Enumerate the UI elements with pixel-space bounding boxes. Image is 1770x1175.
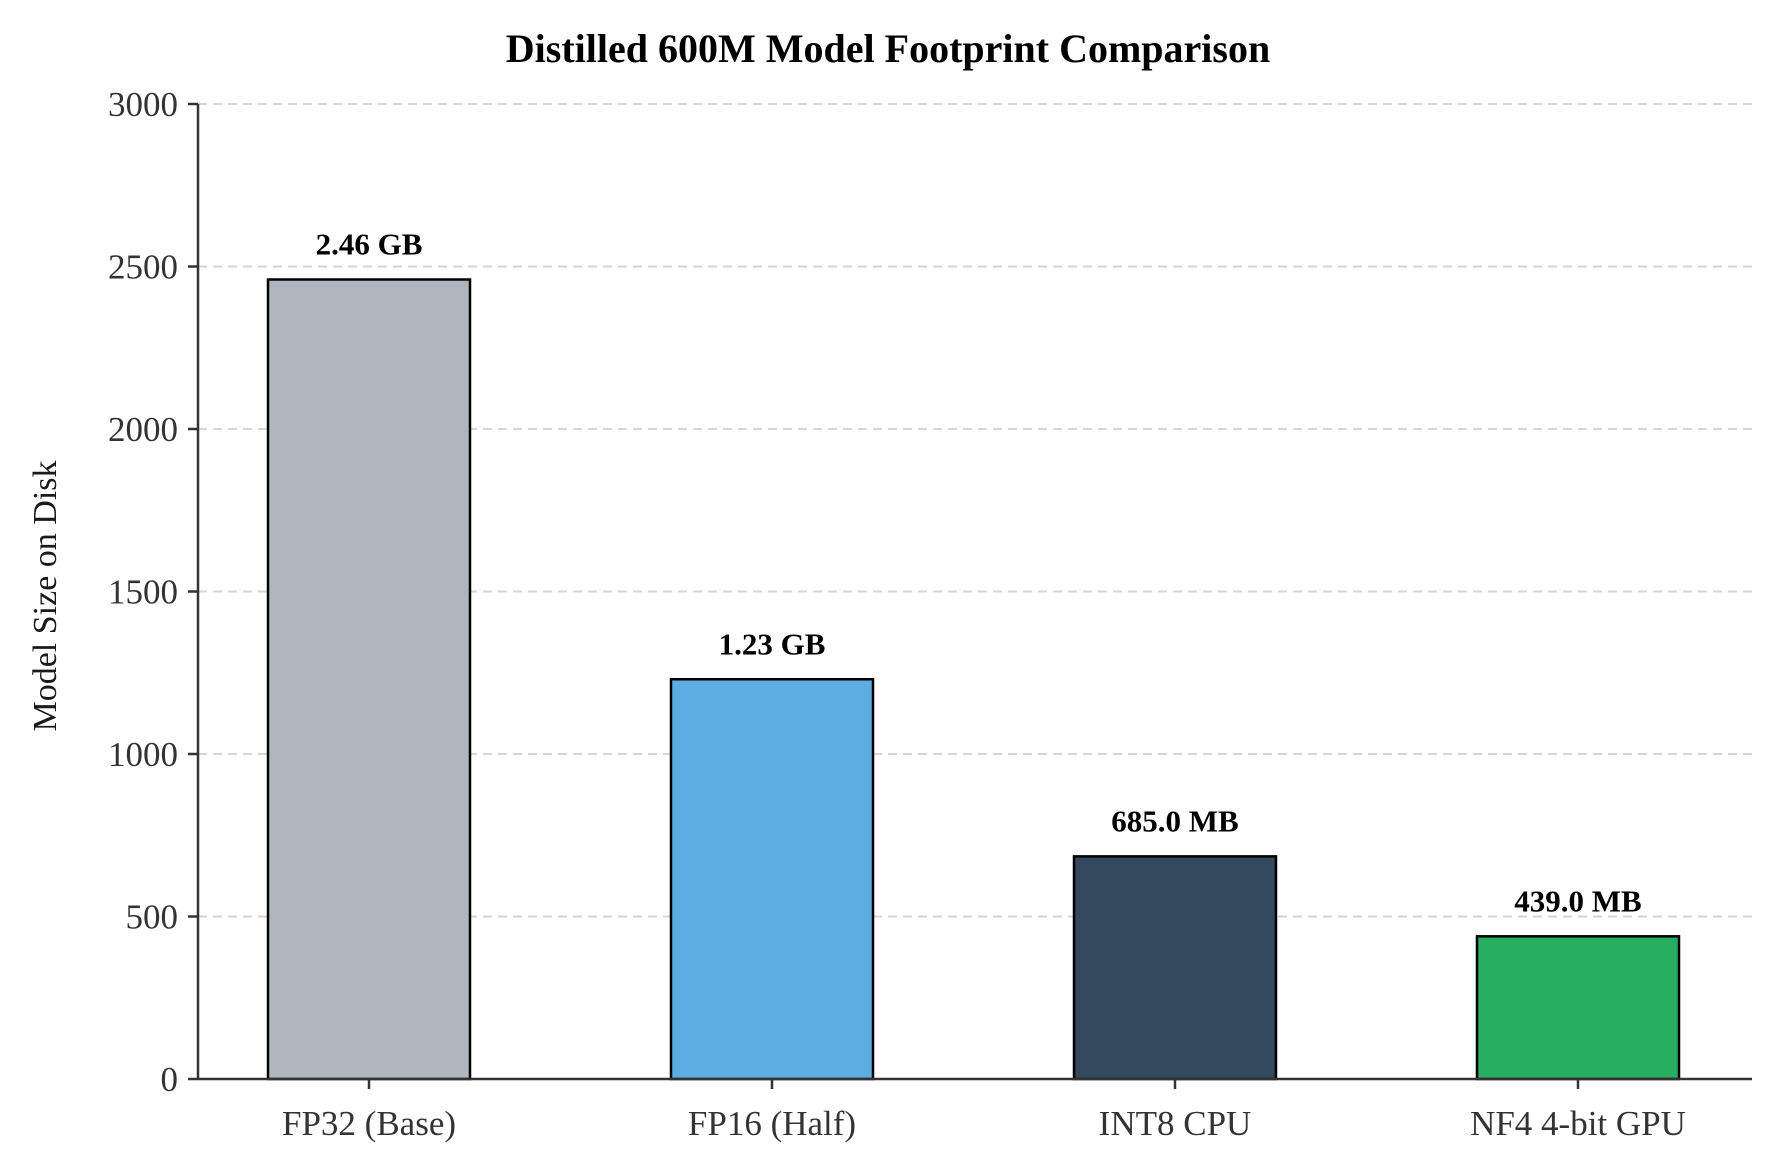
x-tick-label: FP16 (Half): [688, 1104, 856, 1143]
x-tick-label: FP32 (Base): [282, 1104, 456, 1143]
bar: [1475, 935, 1681, 1081]
y-tick-label: 1500: [108, 573, 178, 612]
x-tick-label: INT8 CPU: [1099, 1104, 1252, 1143]
y-tick-label: 3000: [108, 85, 178, 124]
bar: [266, 278, 472, 1081]
y-tick-label: 2500: [108, 248, 178, 287]
y-tick-label: 500: [126, 898, 179, 937]
data-labels: 2.46 GB 1.23 GB 685.0 MB 439.0 MB: [316, 227, 1642, 919]
bar-value-label: 2.46 GB: [316, 227, 423, 262]
bar: [1072, 855, 1278, 1081]
bar-value-label: 1.23 GB: [719, 626, 826, 661]
bar: [669, 678, 875, 1081]
y-tick-label: 0: [161, 1060, 179, 1099]
bar-value-label: 439.0 MB: [1514, 883, 1641, 918]
chart-title: Distilled 600M Model Footprint Compariso…: [506, 26, 1270, 71]
axes: 0 500 1000 1500 2000 2500 3000 FP32 (Base) FP16 …: [108, 85, 1752, 1143]
y-tick-label: 2000: [108, 410, 178, 449]
x-tick-label: NF4 4-bit GPU: [1470, 1104, 1686, 1143]
y-tick-label: 1000: [108, 735, 178, 774]
bars: [266, 278, 1681, 1081]
y-axis-label: Model Size on Disk: [27, 460, 64, 731]
bar-value-label: 685.0 MB: [1111, 803, 1238, 838]
